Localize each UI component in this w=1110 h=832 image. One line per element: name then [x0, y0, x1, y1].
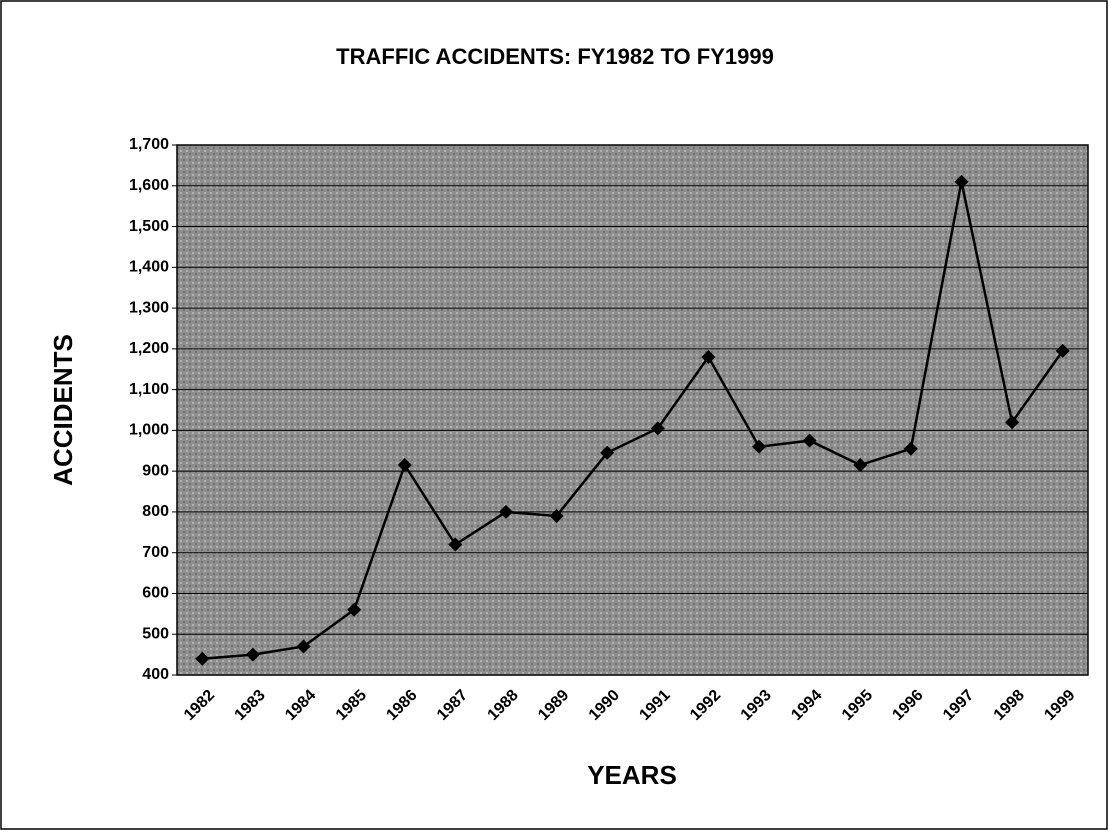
data-point — [1055, 343, 1070, 358]
x-tick-label: 1987 — [434, 687, 471, 724]
y-tick-label: 700 — [142, 544, 169, 561]
plot-area — [176, 144, 1089, 676]
data-point — [954, 174, 969, 189]
data-point — [600, 445, 615, 460]
y-tick-label: 1,500 — [129, 218, 169, 235]
y-tick-label: 600 — [142, 585, 169, 602]
x-tick-label: 1991 — [636, 687, 673, 724]
x-tick-label: 1999 — [1041, 687, 1078, 724]
x-tick-label: 1992 — [687, 687, 724, 724]
data-point — [397, 458, 412, 473]
x-tick-label: 1998 — [991, 687, 1028, 724]
data-point — [903, 441, 918, 456]
x-tick-label: 1996 — [889, 687, 926, 724]
x-tick-label: 1986 — [383, 687, 420, 724]
data-point — [701, 350, 716, 364]
x-tick-label: 1983 — [232, 687, 269, 724]
y-tick-label: 800 — [142, 503, 169, 520]
data-point — [195, 651, 210, 666]
y-axis-label: ACCIDENTS — [48, 334, 78, 486]
y-tick-label: 1,300 — [129, 299, 169, 316]
y-tick-label: 400 — [142, 666, 169, 683]
data-point — [549, 509, 564, 523]
data-point — [1005, 415, 1020, 430]
x-tick-label: 1984 — [282, 687, 319, 724]
data-point — [296, 639, 311, 654]
y-tick-label: 1,200 — [129, 340, 169, 357]
data-point — [245, 647, 260, 662]
data-point — [752, 439, 767, 454]
x-tick-label: 1994 — [788, 687, 825, 724]
x-tick-label: 1982 — [181, 687, 218, 724]
y-tick-label: 1,400 — [129, 259, 169, 276]
x-tick-label: 1990 — [586, 687, 623, 724]
series-line — [202, 181, 1064, 660]
data-point — [650, 421, 665, 436]
y-tick-label: 500 — [142, 625, 169, 642]
y-tick-label: 1,000 — [129, 422, 169, 439]
y-tick-label: 900 — [142, 462, 169, 479]
x-tick-label: 1985 — [333, 687, 370, 724]
data-point — [347, 602, 362, 617]
y-tick-label: 1,100 — [129, 381, 169, 398]
x-tick-label: 1997 — [940, 687, 977, 724]
x-tick-label: 1988 — [485, 687, 522, 724]
x-tick-label: 1995 — [839, 687, 876, 724]
x-tick-label: 1989 — [535, 687, 572, 724]
x-axis-label: YEARS — [587, 760, 677, 790]
data-point — [448, 537, 463, 552]
data-point — [498, 504, 513, 519]
y-tick-label: 1,700 — [129, 136, 169, 153]
data-point — [802, 433, 817, 448]
x-tick-label: 1993 — [738, 687, 775, 724]
chart-title: TRAFFIC ACCIDENTS: FY1982 TO FY1999 — [336, 44, 774, 69]
data-point — [853, 458, 868, 473]
y-tick-label: 1,600 — [129, 177, 169, 194]
